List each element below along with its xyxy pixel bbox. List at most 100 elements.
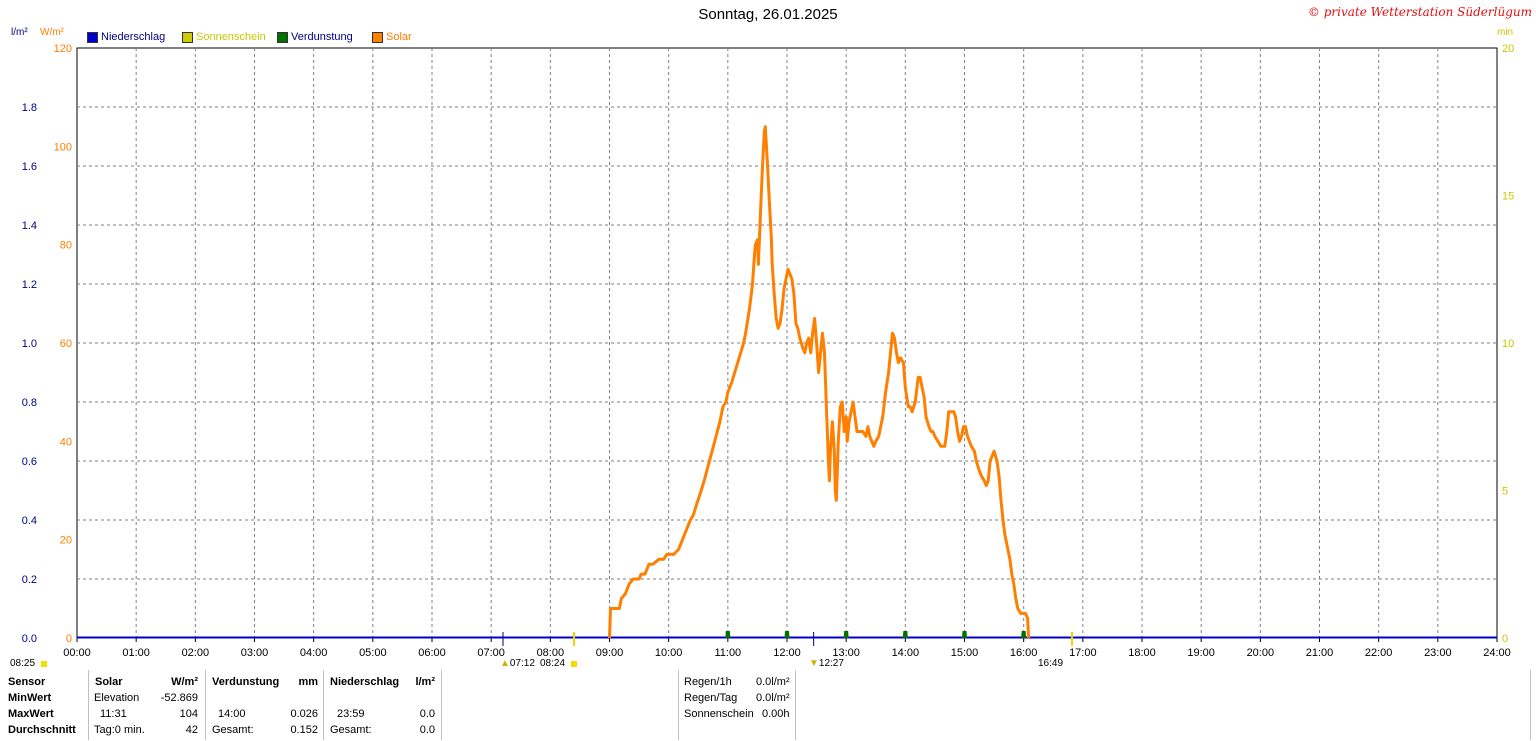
y-rain-tick-label: 1.8 [22, 102, 37, 114]
x-tick-label: 08:00 [537, 647, 565, 659]
sunrise-time: 07:12 [509, 658, 535, 669]
legend-item-sonnenschein: Sonnenschein [182, 31, 266, 43]
stats-row-min-solar-b: -52.869 [160, 692, 198, 704]
x-tick-label: 24:00 [1483, 647, 1511, 659]
stats-divider-6 [795, 670, 796, 740]
stats-divider-7 [1530, 670, 1531, 740]
x-tick-label: 21:00 [1306, 647, 1334, 659]
stats-divider-2 [205, 670, 206, 740]
x-tick-label: 12:00 [773, 647, 801, 659]
verdunstung-marker [725, 631, 731, 638]
stats-row-max-verd-b: 0.026 [290, 708, 318, 720]
sunset-label: 16:49 [1038, 658, 1063, 669]
y-rain-tick-label: 0.2 [22, 574, 37, 586]
legend-swatch-verdunstung [277, 31, 288, 43]
sunrise-arrow-icon: ▲ [500, 658, 510, 669]
left-axis-unit-solar: W/m² [40, 27, 64, 38]
stats-header-sensor: Sensor [8, 676, 46, 688]
stats-row-avg-verd-b: 0.152 [290, 724, 318, 736]
y-solar-tick-label: 0 [66, 633, 72, 645]
legend-label-verdunstung: Verdunstung [291, 31, 353, 43]
y-solar-tick-label: 120 [54, 43, 72, 55]
y-rain-tick-label: 1.2 [22, 279, 37, 291]
x-tick-label: 09:00 [596, 647, 624, 659]
sunshine-start-marker [571, 661, 577, 667]
sunshine-value: 0.00h [762, 708, 790, 720]
legend-swatch-solar [372, 31, 383, 43]
x-tick-label: 18:00 [1128, 647, 1156, 659]
stats-row-min-solar-a: Elevation [94, 692, 140, 704]
stats-row-min-label: MinWert [8, 692, 52, 704]
station-credit: © private Wetterstation Süderlügum [1307, 5, 1532, 19]
solar-series-line [608, 125, 1031, 639]
verdunstung-marker [962, 631, 967, 638]
y-min-tick-label: 0 [1502, 633, 1508, 645]
sunshine-label: Sonnenschein [684, 708, 754, 720]
verdunstung-marker [784, 631, 790, 638]
rain-1h-label: Regen/1h [684, 676, 732, 688]
stats-divider-4 [441, 670, 442, 740]
verdunstung-marker [902, 631, 908, 638]
stats-row-avg-verd-a: Gesamt: [212, 724, 254, 736]
stats-divider-1 [88, 670, 89, 740]
x-tick-label: 02:00 [182, 647, 210, 659]
stats-header-verdunstung: Verdunstung [212, 676, 280, 688]
stats-row-max-solar-a: 11:31 [100, 708, 127, 720]
legend-label-sonnenschein: Sonnenschein [196, 31, 266, 43]
stats-row-avg-nied-b: 0.0 [419, 724, 435, 736]
legend-item-verdunstung: Verdunstung [277, 31, 353, 43]
y-rain-tick-label: 0.4 [22, 515, 37, 527]
x-tick-label: 15:00 [951, 647, 979, 659]
legend-swatch-sonnenschein [182, 31, 193, 43]
rain-1h-value: 0.0l/m² [756, 676, 790, 688]
y-solar-tick-label: 80 [60, 240, 72, 252]
rain-day-label: Regen/Tag [684, 692, 738, 704]
legend-swatch-niederschlag [87, 31, 98, 43]
stats-row-max-label: MaxWert [8, 708, 54, 720]
verdunstung-marker [1021, 631, 1027, 638]
stats-header-solar: Solar [95, 676, 123, 688]
y-solar-tick-label: 20 [60, 535, 72, 547]
sunrise-label: ▲07:12 [500, 658, 535, 669]
x-tick-label: 00:00 [63, 647, 91, 659]
right-axis-unit: min [1497, 27, 1514, 38]
stats-row-max-solar-b: 104 [179, 708, 198, 720]
x-tick-label: 23:00 [1424, 647, 1452, 659]
rain-day-value: 0.0l/m² [756, 692, 790, 704]
x-tick-label: 04:00 [300, 647, 328, 659]
x-tick-label: 16:00 [1010, 647, 1038, 659]
stats-header-niederschlag: Niederschlag [330, 676, 400, 688]
noon-arrow-icon: ▼ [809, 658, 819, 669]
stats-row-max-nied-b: 0.0 [419, 708, 435, 720]
stats-divider-3 [323, 670, 324, 740]
y-min-tick-label: 15 [1502, 191, 1514, 203]
sun-left-marker [41, 661, 47, 667]
chart-title: Sonntag, 26.01.2025 [698, 6, 838, 23]
x-tick-label: 01:00 [122, 647, 150, 659]
y-rain-tick-label: 1.6 [22, 161, 37, 173]
verdunstung-marker [843, 631, 849, 638]
sun-left-time-label: 08:25 [10, 658, 36, 669]
y-rain-tick-label: 0.0 [22, 633, 37, 645]
x-tick-label: 20:00 [1247, 647, 1275, 659]
y-rain-tick-label: 0.8 [22, 397, 37, 409]
noon-label: ▼12:27 [809, 658, 844, 669]
x-tick-label: 14:00 [892, 647, 920, 659]
y-solar-tick-label: 40 [60, 436, 72, 448]
left-axis-unit-rain: l/m² [11, 27, 28, 38]
y-solar-tick-label: 100 [54, 141, 72, 153]
x-tick-label: 19:00 [1187, 647, 1215, 659]
x-tick-label: 22:00 [1365, 647, 1393, 659]
legend-label-niederschlag: Niederschlag [101, 31, 166, 43]
x-tick-label: 03:00 [241, 647, 269, 659]
stats-header-verdunstung-unit: mm [298, 676, 318, 688]
legend-item-niederschlag: Niederschlag [87, 31, 165, 43]
y-rain-tick-label: 0.6 [22, 456, 37, 468]
stats-row-avg-solar-b: 42 [185, 724, 198, 736]
x-tick-label: 07:00 [477, 647, 505, 659]
stats-header-niederschlag-unit: l/m² [415, 676, 435, 688]
stats-header-solar-unit: W/m² [171, 676, 198, 688]
sunset-time: 16:49 [1038, 658, 1064, 669]
stats-divider-5 [678, 670, 679, 740]
